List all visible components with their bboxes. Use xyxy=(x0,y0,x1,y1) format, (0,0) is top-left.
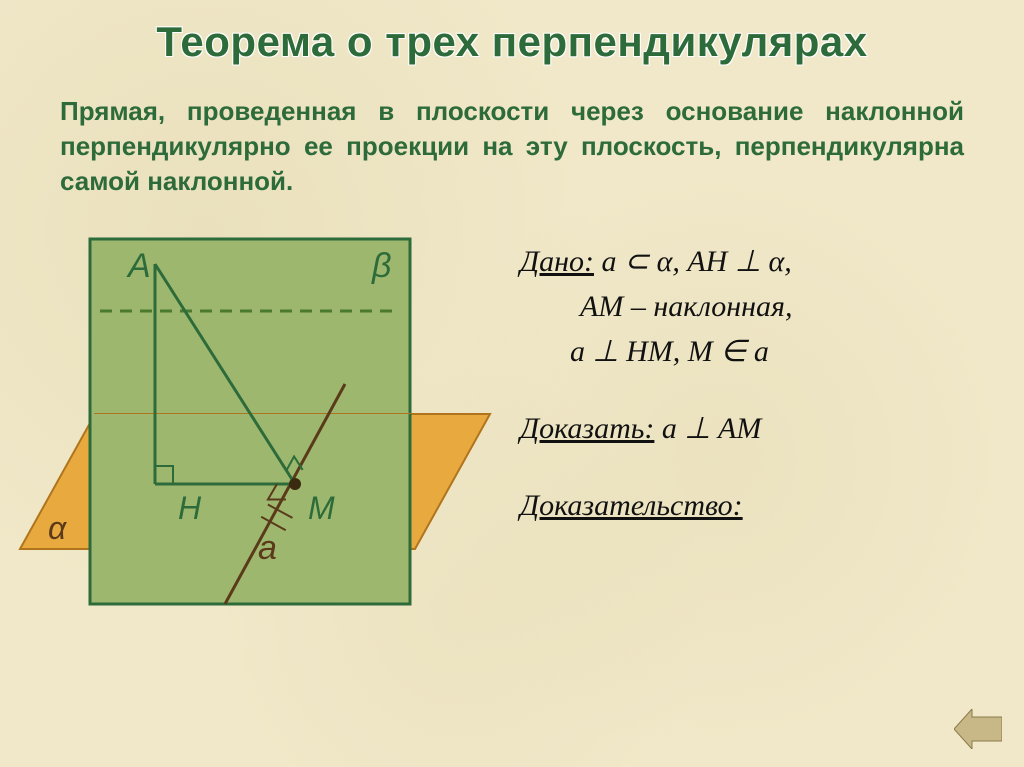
nav-back-icon xyxy=(954,709,1002,749)
diagram: Aβ Н Ма α xyxy=(0,219,510,649)
svg-text:A: A xyxy=(126,247,151,285)
given-line3: а ⊥ НМ, М ∈ а xyxy=(520,335,769,368)
given-block: Дано: а ⊂ α, АН ⊥ α, АМ – наклонная, а ⊥… xyxy=(520,239,1024,374)
page-title: Теорема о трех перпендикулярах xyxy=(0,0,1024,66)
diagram-svg: Aβ Н Ма α xyxy=(0,219,510,649)
theorem-statement: Прямая, проведенная в плоскости через ос… xyxy=(60,94,964,199)
prove-label: Доказать: xyxy=(520,412,654,445)
prove-block: Доказать: а ⊥ АМ xyxy=(520,406,1024,451)
prove-text: а ⊥ АМ xyxy=(654,412,761,445)
svg-text:а: а xyxy=(258,529,277,567)
nav-back-button[interactable] xyxy=(954,709,1002,749)
svg-text:β: β xyxy=(371,247,391,285)
given-label: Дано: xyxy=(520,245,594,278)
given-line1: а ⊂ α, АН ⊥ α, xyxy=(594,245,792,278)
svg-text:М: М xyxy=(308,490,335,526)
svg-text:Н: Н xyxy=(178,490,202,526)
proof-label: Доказательство: xyxy=(520,489,743,522)
proof-block: Доказательство: xyxy=(520,483,1024,528)
given-line2: АМ – наклонная, xyxy=(520,290,793,323)
proof-text: Дано: а ⊂ α, АН ⊥ α, АМ – наклонная, а ⊥… xyxy=(510,219,1024,649)
svg-text:α: α xyxy=(48,510,67,546)
content-row: Aβ Н Ма α Дано: а ⊂ α, АН ⊥ α, АМ – наклонн… xyxy=(0,219,1024,649)
